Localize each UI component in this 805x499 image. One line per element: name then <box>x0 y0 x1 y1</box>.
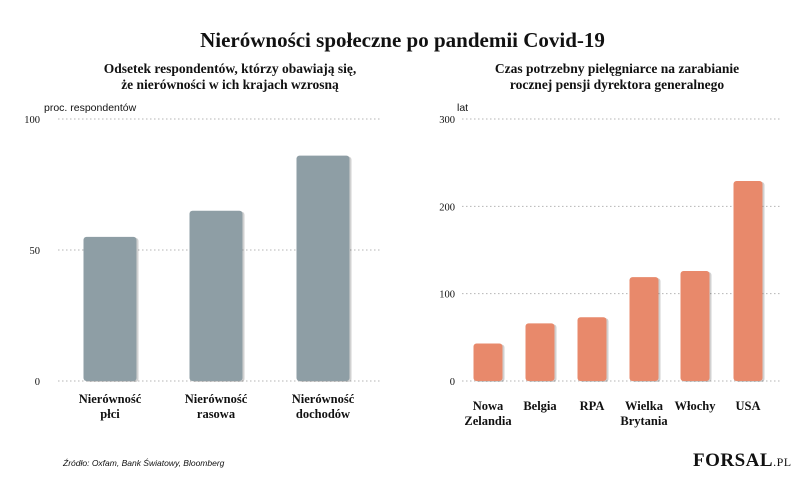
bar <box>189 210 243 381</box>
y-tick-label: 100 <box>24 115 40 126</box>
left-chart-title: Odsetek respondentów, którzy obawiają si… <box>45 61 415 93</box>
category-label: Włochy <box>675 399 717 413</box>
left-bar-chart: 0 50 100 Nierówność płci Nierówność rasowa Nier… <box>24 115 380 421</box>
logo-main: FORSAL <box>693 450 774 471</box>
y-tick-label: 100 <box>439 290 455 301</box>
category-label: Nierówność płci <box>79 392 142 421</box>
bar <box>296 155 350 381</box>
bar <box>577 317 607 381</box>
bar <box>473 343 503 381</box>
category-label: Nierówność rasowa <box>185 392 248 421</box>
category-label: Nierówność dochodów <box>292 392 355 421</box>
right-y-axis-label: lat <box>457 102 469 114</box>
bar <box>525 323 555 381</box>
page-title: Nierówności społeczne po pandemii Covid-… <box>200 28 605 52</box>
category-label: Nowa Zelandia <box>464 399 512 428</box>
category-label: Wielka Brytania <box>620 399 668 428</box>
right-chart-title-line: Czas potrzebny pielęgniarce na zarabiani… <box>494 61 740 76</box>
logo-suffix: .PL <box>773 455 792 469</box>
y-tick-label: 50 <box>30 246 41 257</box>
category-label: USA <box>735 399 760 413</box>
right-chart-title: Czas potrzebny pielęgniarce na zarabiani… <box>432 61 802 93</box>
forsal-logo: FORSAL.PL <box>693 450 792 472</box>
y-tick-label: 200 <box>439 202 455 213</box>
right-bar-chart: 0 100 200 300 Nowa Zelandia Belgia RPA Wielka Bry… <box>439 115 780 428</box>
bar <box>733 181 763 381</box>
y-tick-label: 0 <box>450 377 455 388</box>
category-label: Belgia <box>523 399 557 413</box>
bar <box>83 236 137 381</box>
left-y-axis-label: proc. respondentów <box>44 102 137 114</box>
y-tick-label: 300 <box>439 115 455 126</box>
category-label: RPA <box>580 399 605 413</box>
right-chart-title-line: rocznej pensji dyrektora generalnego <box>509 77 725 92</box>
left-chart-title-line: że nierówności w ich krajach wzrosną <box>121 77 339 92</box>
y-tick-label: 0 <box>35 377 40 388</box>
bar <box>680 270 710 381</box>
source-note: Źródło: Oxfam, Bank Światowy, Bloomberg <box>63 458 225 468</box>
bar <box>629 277 659 381</box>
left-chart-title-line: Odsetek respondentów, którzy obawiają si… <box>103 61 357 76</box>
